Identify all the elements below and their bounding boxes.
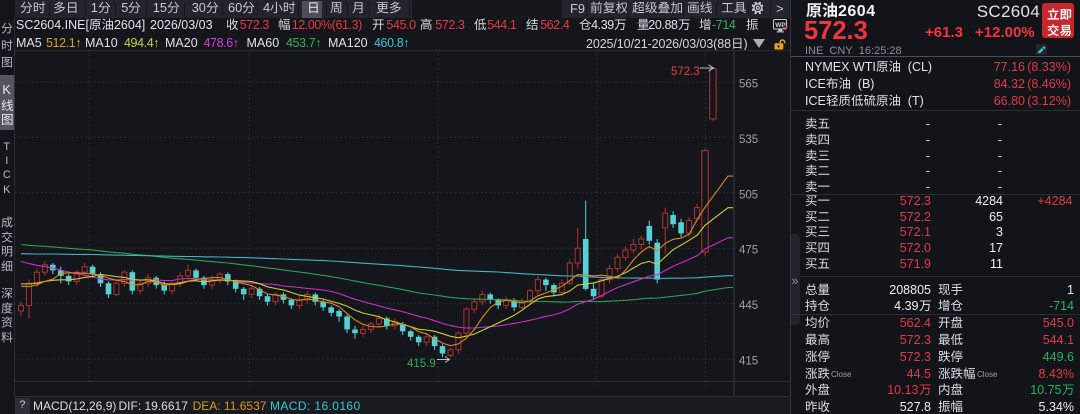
svg-text:415: 415 [739, 356, 758, 368]
svg-text:535: 535 [739, 134, 758, 146]
svg-text:WP: WP [775, 22, 786, 29]
svg-text:505: 505 [739, 189, 758, 201]
svg-text:475: 475 [739, 245, 758, 257]
svg-text:565: 565 [739, 79, 758, 91]
svg-text:445: 445 [739, 300, 758, 312]
